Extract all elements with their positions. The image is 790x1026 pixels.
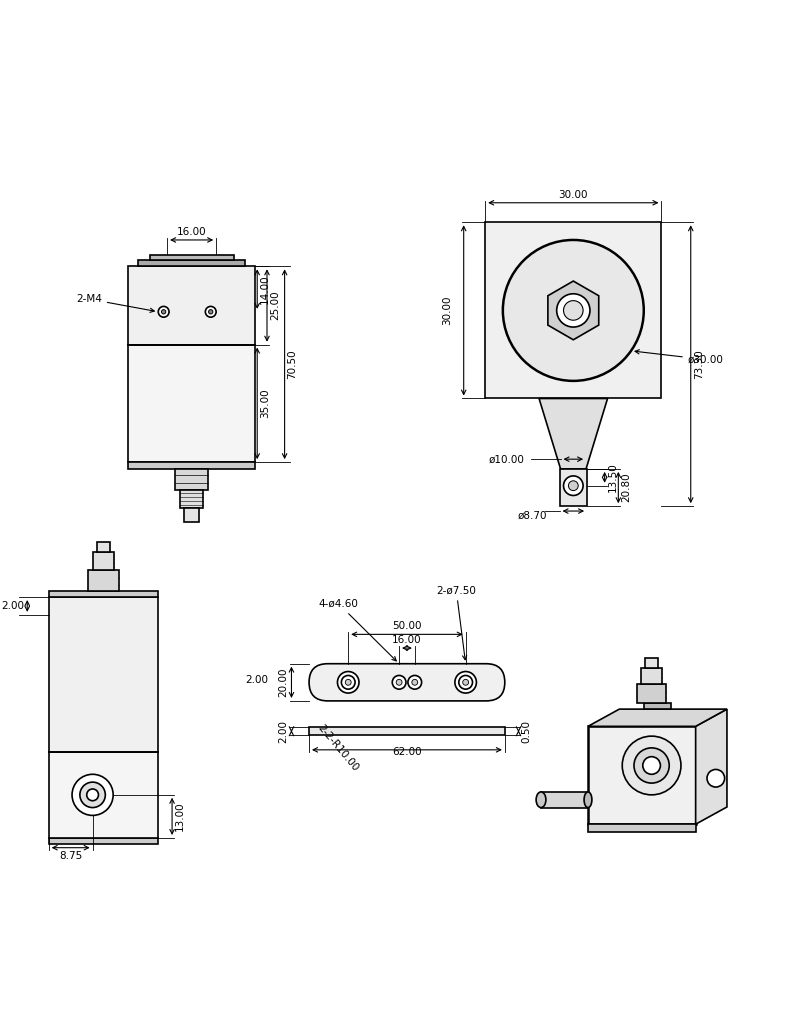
Circle shape <box>341 675 355 689</box>
Text: 35.00: 35.00 <box>260 389 270 419</box>
Circle shape <box>393 675 406 689</box>
Circle shape <box>463 679 468 685</box>
Bar <box>128 345 255 462</box>
Bar <box>645 659 658 668</box>
Circle shape <box>707 770 724 787</box>
Circle shape <box>80 782 105 807</box>
Text: 25.00: 25.00 <box>270 290 280 320</box>
Circle shape <box>205 307 216 317</box>
Polygon shape <box>696 709 727 824</box>
Bar <box>641 668 662 683</box>
Text: ø8.70: ø8.70 <box>517 511 547 521</box>
Bar <box>137 260 246 267</box>
Text: 70.50: 70.50 <box>288 350 298 379</box>
Bar <box>88 569 119 591</box>
Circle shape <box>557 293 590 327</box>
Polygon shape <box>539 398 608 469</box>
Circle shape <box>87 789 99 800</box>
Text: ø30.00: ø30.00 <box>635 350 724 364</box>
Bar <box>49 591 158 597</box>
Text: 0.50: 0.50 <box>521 719 532 743</box>
Circle shape <box>158 307 169 317</box>
Text: 13.50: 13.50 <box>608 463 618 492</box>
Text: 50.00: 50.00 <box>392 622 422 631</box>
Text: 62.00: 62.00 <box>392 747 422 757</box>
Text: 73.30: 73.30 <box>694 350 704 380</box>
Text: 13.00: 13.00 <box>175 801 185 831</box>
Text: 2.00: 2.00 <box>279 719 288 743</box>
Circle shape <box>408 675 422 689</box>
Bar <box>49 752 158 838</box>
Circle shape <box>396 679 402 685</box>
Bar <box>96 543 111 552</box>
Circle shape <box>563 301 583 320</box>
Circle shape <box>72 775 113 816</box>
Text: 30.00: 30.00 <box>442 295 452 325</box>
Text: 16.00: 16.00 <box>392 635 422 645</box>
Text: 2-ø7.50: 2-ø7.50 <box>436 585 476 660</box>
Text: 4-ø4.60: 4-ø4.60 <box>319 599 397 661</box>
Bar <box>637 683 666 703</box>
Polygon shape <box>548 281 599 340</box>
FancyBboxPatch shape <box>309 664 505 701</box>
Bar <box>128 462 255 469</box>
Bar <box>644 703 671 709</box>
Bar <box>309 727 505 736</box>
Text: 2-M4: 2-M4 <box>76 294 154 312</box>
Text: 20.80: 20.80 <box>621 473 631 503</box>
Circle shape <box>643 757 660 775</box>
Bar <box>588 726 696 824</box>
Polygon shape <box>588 709 727 726</box>
Bar <box>92 552 115 569</box>
Bar <box>184 508 199 522</box>
Bar <box>128 267 255 345</box>
Ellipse shape <box>584 792 592 807</box>
Text: 16.00: 16.00 <box>177 227 206 237</box>
Circle shape <box>459 675 472 689</box>
Circle shape <box>345 679 352 685</box>
Text: 8.75: 8.75 <box>59 851 82 861</box>
Ellipse shape <box>536 792 546 807</box>
Circle shape <box>209 310 213 314</box>
Text: 20.00: 20.00 <box>279 668 288 697</box>
Bar <box>49 597 158 752</box>
Circle shape <box>455 672 476 694</box>
Bar <box>485 223 661 398</box>
Circle shape <box>569 481 578 490</box>
Text: ø10.00: ø10.00 <box>489 455 525 464</box>
Circle shape <box>634 748 669 783</box>
Bar <box>588 824 696 832</box>
Circle shape <box>563 476 583 496</box>
Text: 2.00: 2.00 <box>245 675 268 685</box>
Circle shape <box>161 310 166 314</box>
Bar <box>180 490 203 508</box>
Circle shape <box>337 672 359 694</box>
Bar <box>175 469 209 490</box>
Bar <box>149 254 234 260</box>
Bar <box>559 469 587 506</box>
Circle shape <box>412 679 418 685</box>
Circle shape <box>503 240 644 381</box>
Text: 2.00: 2.00 <box>2 601 24 610</box>
Text: 2-2-R10.00: 2-2-R10.00 <box>316 722 361 773</box>
Bar <box>541 792 588 807</box>
Text: 14.00: 14.00 <box>260 274 270 304</box>
Circle shape <box>623 736 681 795</box>
Text: 30.00: 30.00 <box>559 190 588 200</box>
Bar <box>49 838 158 843</box>
